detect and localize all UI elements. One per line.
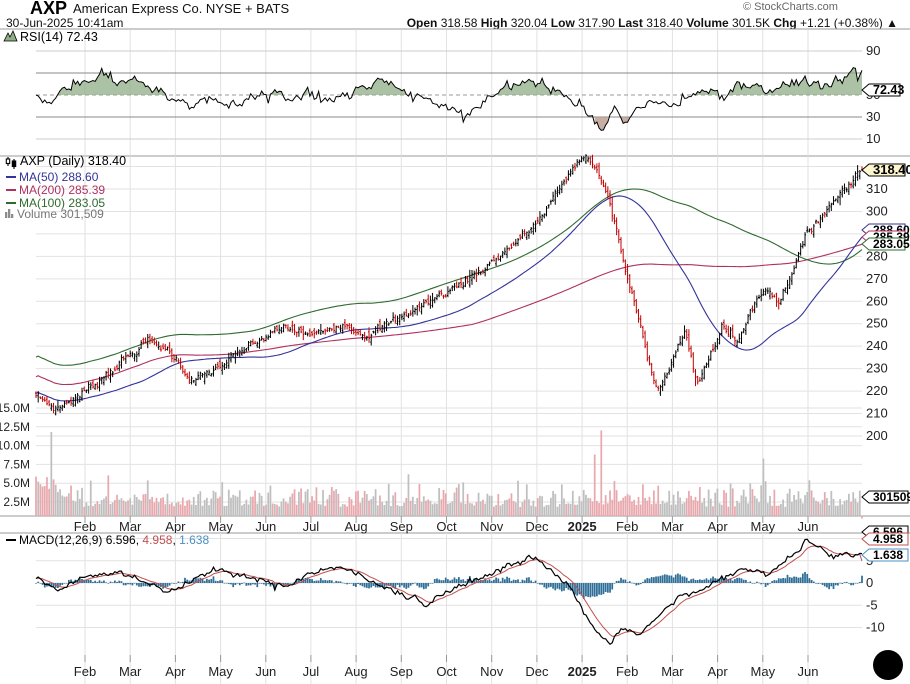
svg-text:318.40: 318.40 [873, 162, 910, 177]
svg-text:2025: 2025 [568, 519, 597, 534]
svg-text:270: 270 [866, 271, 888, 286]
svg-text:1.638: 1.638 [873, 548, 903, 562]
svg-text:Apr: Apr [165, 664, 186, 679]
svg-text:230: 230 [866, 361, 888, 376]
svg-text:7.5M: 7.5M [3, 457, 30, 471]
svg-text:Dec: Dec [525, 519, 549, 534]
svg-text:Apr: Apr [707, 519, 728, 534]
svg-text:Sep: Sep [390, 519, 413, 534]
svg-text:AXP (Daily) 318.40: AXP (Daily) 318.40 [20, 154, 126, 168]
svg-text:MA(50) 288.60: MA(50) 288.60 [19, 170, 99, 184]
svg-text:250: 250 [866, 316, 888, 331]
svg-text:MA(200) 285.39: MA(200) 285.39 [19, 183, 105, 197]
svg-text:© StockCharts.com: © StockCharts.com [743, 1, 838, 13]
svg-text:310: 310 [866, 181, 888, 196]
svg-text:May: May [208, 664, 233, 679]
svg-text:-5: -5 [866, 597, 878, 612]
svg-text:260: 260 [866, 293, 888, 308]
svg-text:10: 10 [866, 131, 880, 146]
svg-text:Jun: Jun [255, 664, 276, 679]
svg-text:2.5M: 2.5M [3, 495, 30, 509]
svg-text:Feb: Feb [616, 519, 638, 534]
svg-text:Sep: Sep [390, 664, 413, 679]
svg-text:200: 200 [866, 428, 888, 443]
svg-text:Feb: Feb [616, 664, 638, 679]
svg-text:220: 220 [866, 383, 888, 398]
svg-text:Aug: Aug [345, 519, 368, 534]
svg-text:Aug: Aug [345, 664, 368, 679]
svg-text:30: 30 [866, 109, 880, 124]
svg-text:Jun: Jun [255, 519, 276, 534]
svg-text:May: May [208, 519, 233, 534]
svg-text:Oct: Oct [436, 519, 457, 534]
svg-text:Mar: Mar [661, 519, 684, 534]
svg-text:Feb: Feb [74, 664, 96, 679]
svg-text:Mar: Mar [661, 664, 684, 679]
svg-text:Nov: Nov [480, 519, 504, 534]
svg-text:90: 90 [866, 43, 880, 58]
svg-text:15.0M: 15.0M [0, 401, 30, 415]
svg-text:283.05: 283.05 [873, 237, 910, 251]
svg-text:72.43: 72.43 [873, 83, 904, 97]
svg-text:-10: -10 [866, 620, 885, 635]
svg-text:210: 210 [866, 406, 888, 421]
svg-text:2025: 2025 [568, 664, 597, 679]
svg-text:Volume 301,509: Volume 301,509 [17, 207, 104, 221]
svg-text:Jun: Jun [798, 664, 819, 679]
svg-text:10.0M: 10.0M [0, 439, 30, 453]
svg-text:240: 240 [866, 338, 888, 353]
svg-text:Mar: Mar [119, 519, 142, 534]
svg-text:5.0M: 5.0M [3, 476, 30, 490]
svg-text:MACD(12,26,9) 6.596, 4.958, 1.: MACD(12,26,9) 6.596, 4.958, 1.638 [19, 533, 209, 547]
svg-text:Apr: Apr [707, 664, 728, 679]
svg-text:American Express Co. NYSE + BA: American Express Co. NYSE + BATS [73, 1, 289, 16]
svg-text:RSI(14) 72.43: RSI(14) 72.43 [20, 30, 98, 44]
svg-text:301509: 301509 [873, 490, 910, 504]
svg-text:Oct: Oct [436, 664, 457, 679]
svg-text:Nov: Nov [480, 664, 504, 679]
svg-text:30-Jun-2025 10:41am: 30-Jun-2025 10:41am [6, 16, 123, 30]
svg-text:Apr: Apr [165, 519, 186, 534]
svg-text:12.5M: 12.5M [0, 420, 30, 434]
svg-text:May: May [751, 519, 776, 534]
svg-text:May: May [751, 664, 776, 679]
svg-text:Dec: Dec [525, 664, 549, 679]
svg-text:Jul: Jul [303, 664, 320, 679]
svg-text:Open 318.58 High 320.04 Low: Open 318.58 High 320.04 Low 317.90 Last … [407, 16, 898, 30]
svg-text:4.958: 4.958 [873, 532, 903, 546]
svg-text:300: 300 [866, 203, 888, 218]
svg-text:Feb: Feb [74, 519, 96, 534]
svg-text:Jul: Jul [303, 519, 320, 534]
svg-text:0: 0 [866, 575, 873, 590]
svg-text:Jun: Jun [798, 519, 819, 534]
svg-text:Mar: Mar [119, 664, 142, 679]
